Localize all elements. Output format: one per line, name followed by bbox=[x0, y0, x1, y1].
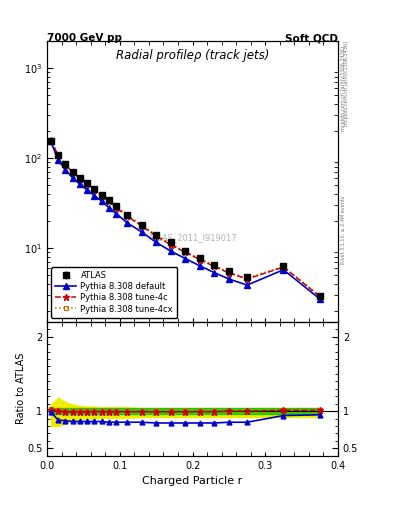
Pythia 8.308 default bbox=[99, 198, 104, 204]
Pythia 8.308 tune-4c bbox=[114, 205, 119, 211]
Pythia 8.308 tune-4c bbox=[169, 242, 173, 248]
X-axis label: Charged Particle r: Charged Particle r bbox=[142, 476, 243, 486]
Pythia 8.308 default bbox=[92, 193, 97, 199]
Pythia 8.308 tune-4c bbox=[198, 257, 202, 263]
Pythia 8.308 default bbox=[212, 269, 217, 275]
Text: mcplots.cern.ch [arXiv:1306.3436]: mcplots.cern.ch [arXiv:1306.3436] bbox=[341, 47, 346, 132]
Pythia 8.308 tune-4cx bbox=[198, 255, 202, 262]
Pythia 8.308 tune-4c bbox=[212, 263, 217, 269]
Pythia 8.308 default bbox=[56, 157, 61, 163]
Pythia 8.308 default bbox=[48, 138, 53, 144]
Pythia 8.308 tune-4cx bbox=[154, 232, 159, 238]
Pythia 8.308 tune-4c bbox=[85, 181, 90, 187]
Text: 7000 GeV pp: 7000 GeV pp bbox=[47, 33, 122, 44]
Pythia 8.308 tune-4c bbox=[154, 233, 159, 239]
Pythia 8.308 tune-4c bbox=[48, 137, 53, 143]
Pythia 8.308 tune-4cx bbox=[281, 263, 286, 269]
Pythia 8.308 default bbox=[77, 181, 82, 187]
Pythia 8.308 tune-4c bbox=[107, 198, 111, 204]
Pythia 8.308 default bbox=[169, 248, 173, 254]
Pythia 8.308 default bbox=[125, 220, 130, 226]
Pythia 8.308 tune-4c bbox=[140, 223, 144, 229]
Pythia 8.308 tune-4c bbox=[99, 193, 104, 199]
Pythia 8.308 tune-4cx bbox=[318, 293, 322, 299]
Pythia 8.308 default bbox=[70, 175, 75, 181]
Pythia 8.308 tune-4c bbox=[281, 264, 286, 270]
Pythia 8.308 tune-4c bbox=[227, 270, 231, 276]
Text: Rivet 3.1.10, ≥ 2.4M events: Rivet 3.1.10, ≥ 2.4M events bbox=[341, 196, 346, 264]
Pythia 8.308 tune-4cx bbox=[212, 263, 217, 269]
Pythia 8.308 tune-4cx bbox=[85, 180, 90, 186]
Pythia 8.308 tune-4cx bbox=[92, 186, 97, 192]
Pythia 8.308 tune-4c bbox=[70, 169, 75, 176]
Pythia 8.308 default bbox=[281, 267, 286, 273]
Pythia 8.308 tune-4cx bbox=[114, 203, 119, 209]
Pythia 8.308 tune-4cx bbox=[63, 161, 68, 167]
Text: Radial profileρ (track jets): Radial profileρ (track jets) bbox=[116, 49, 269, 62]
Pythia 8.308 default bbox=[63, 166, 68, 173]
Pythia 8.308 default bbox=[107, 205, 111, 211]
Pythia 8.308 default bbox=[183, 255, 188, 262]
Pythia 8.308 tune-4c bbox=[318, 293, 322, 300]
Pythia 8.308 tune-4cx bbox=[140, 222, 144, 228]
Text: mcplots.cern.ch [arXiv:1306.3436]: mcplots.cern.ch [arXiv:1306.3436] bbox=[344, 41, 349, 126]
Pythia 8.308 tune-4cx bbox=[99, 191, 104, 198]
Pythia 8.308 tune-4c bbox=[77, 176, 82, 182]
Pythia 8.308 tune-4cx bbox=[70, 169, 75, 175]
Pythia 8.308 tune-4cx bbox=[77, 175, 82, 181]
Pythia 8.308 tune-4cx bbox=[56, 152, 61, 158]
Legend: ATLAS, Pythia 8.308 default, Pythia 8.308 tune-4c, Pythia 8.308 tune-4cx: ATLAS, Pythia 8.308 default, Pythia 8.30… bbox=[51, 267, 177, 318]
Line: Pythia 8.308 default: Pythia 8.308 default bbox=[48, 139, 323, 302]
Pythia 8.308 tune-4c bbox=[245, 276, 250, 282]
Pythia 8.308 tune-4c bbox=[92, 187, 97, 193]
Pythia 8.308 default bbox=[114, 210, 119, 217]
Pythia 8.308 default bbox=[140, 229, 144, 235]
Pythia 8.308 tune-4cx bbox=[169, 241, 173, 247]
Pythia 8.308 tune-4cx bbox=[107, 197, 111, 203]
Pythia 8.308 tune-4cx bbox=[125, 212, 130, 219]
Text: Soft QCD: Soft QCD bbox=[285, 33, 338, 44]
Pythia 8.308 default bbox=[245, 282, 250, 288]
Pythia 8.308 tune-4cx bbox=[48, 137, 53, 143]
Pythia 8.308 tune-4c bbox=[183, 249, 188, 255]
Pythia 8.308 default bbox=[198, 263, 202, 269]
Pythia 8.308 tune-4cx bbox=[227, 269, 231, 275]
Line: Pythia 8.308 tune-4cx: Pythia 8.308 tune-4cx bbox=[48, 137, 322, 298]
Line: Pythia 8.308 tune-4c: Pythia 8.308 tune-4c bbox=[47, 137, 323, 300]
Pythia 8.308 default bbox=[154, 239, 159, 245]
Pythia 8.308 default bbox=[85, 187, 90, 193]
Pythia 8.308 tune-4cx bbox=[245, 275, 250, 281]
Pythia 8.308 tune-4c bbox=[63, 162, 68, 168]
Y-axis label: Ratio to ATLAS: Ratio to ATLAS bbox=[16, 353, 26, 424]
Pythia 8.308 tune-4c bbox=[56, 152, 61, 158]
Pythia 8.308 tune-4cx bbox=[183, 248, 188, 254]
Pythia 8.308 tune-4c bbox=[125, 213, 130, 219]
Text: ATLAS_2011_I919017: ATLAS_2011_I919017 bbox=[148, 233, 237, 242]
Pythia 8.308 default bbox=[318, 296, 322, 302]
Pythia 8.308 default bbox=[227, 276, 231, 282]
